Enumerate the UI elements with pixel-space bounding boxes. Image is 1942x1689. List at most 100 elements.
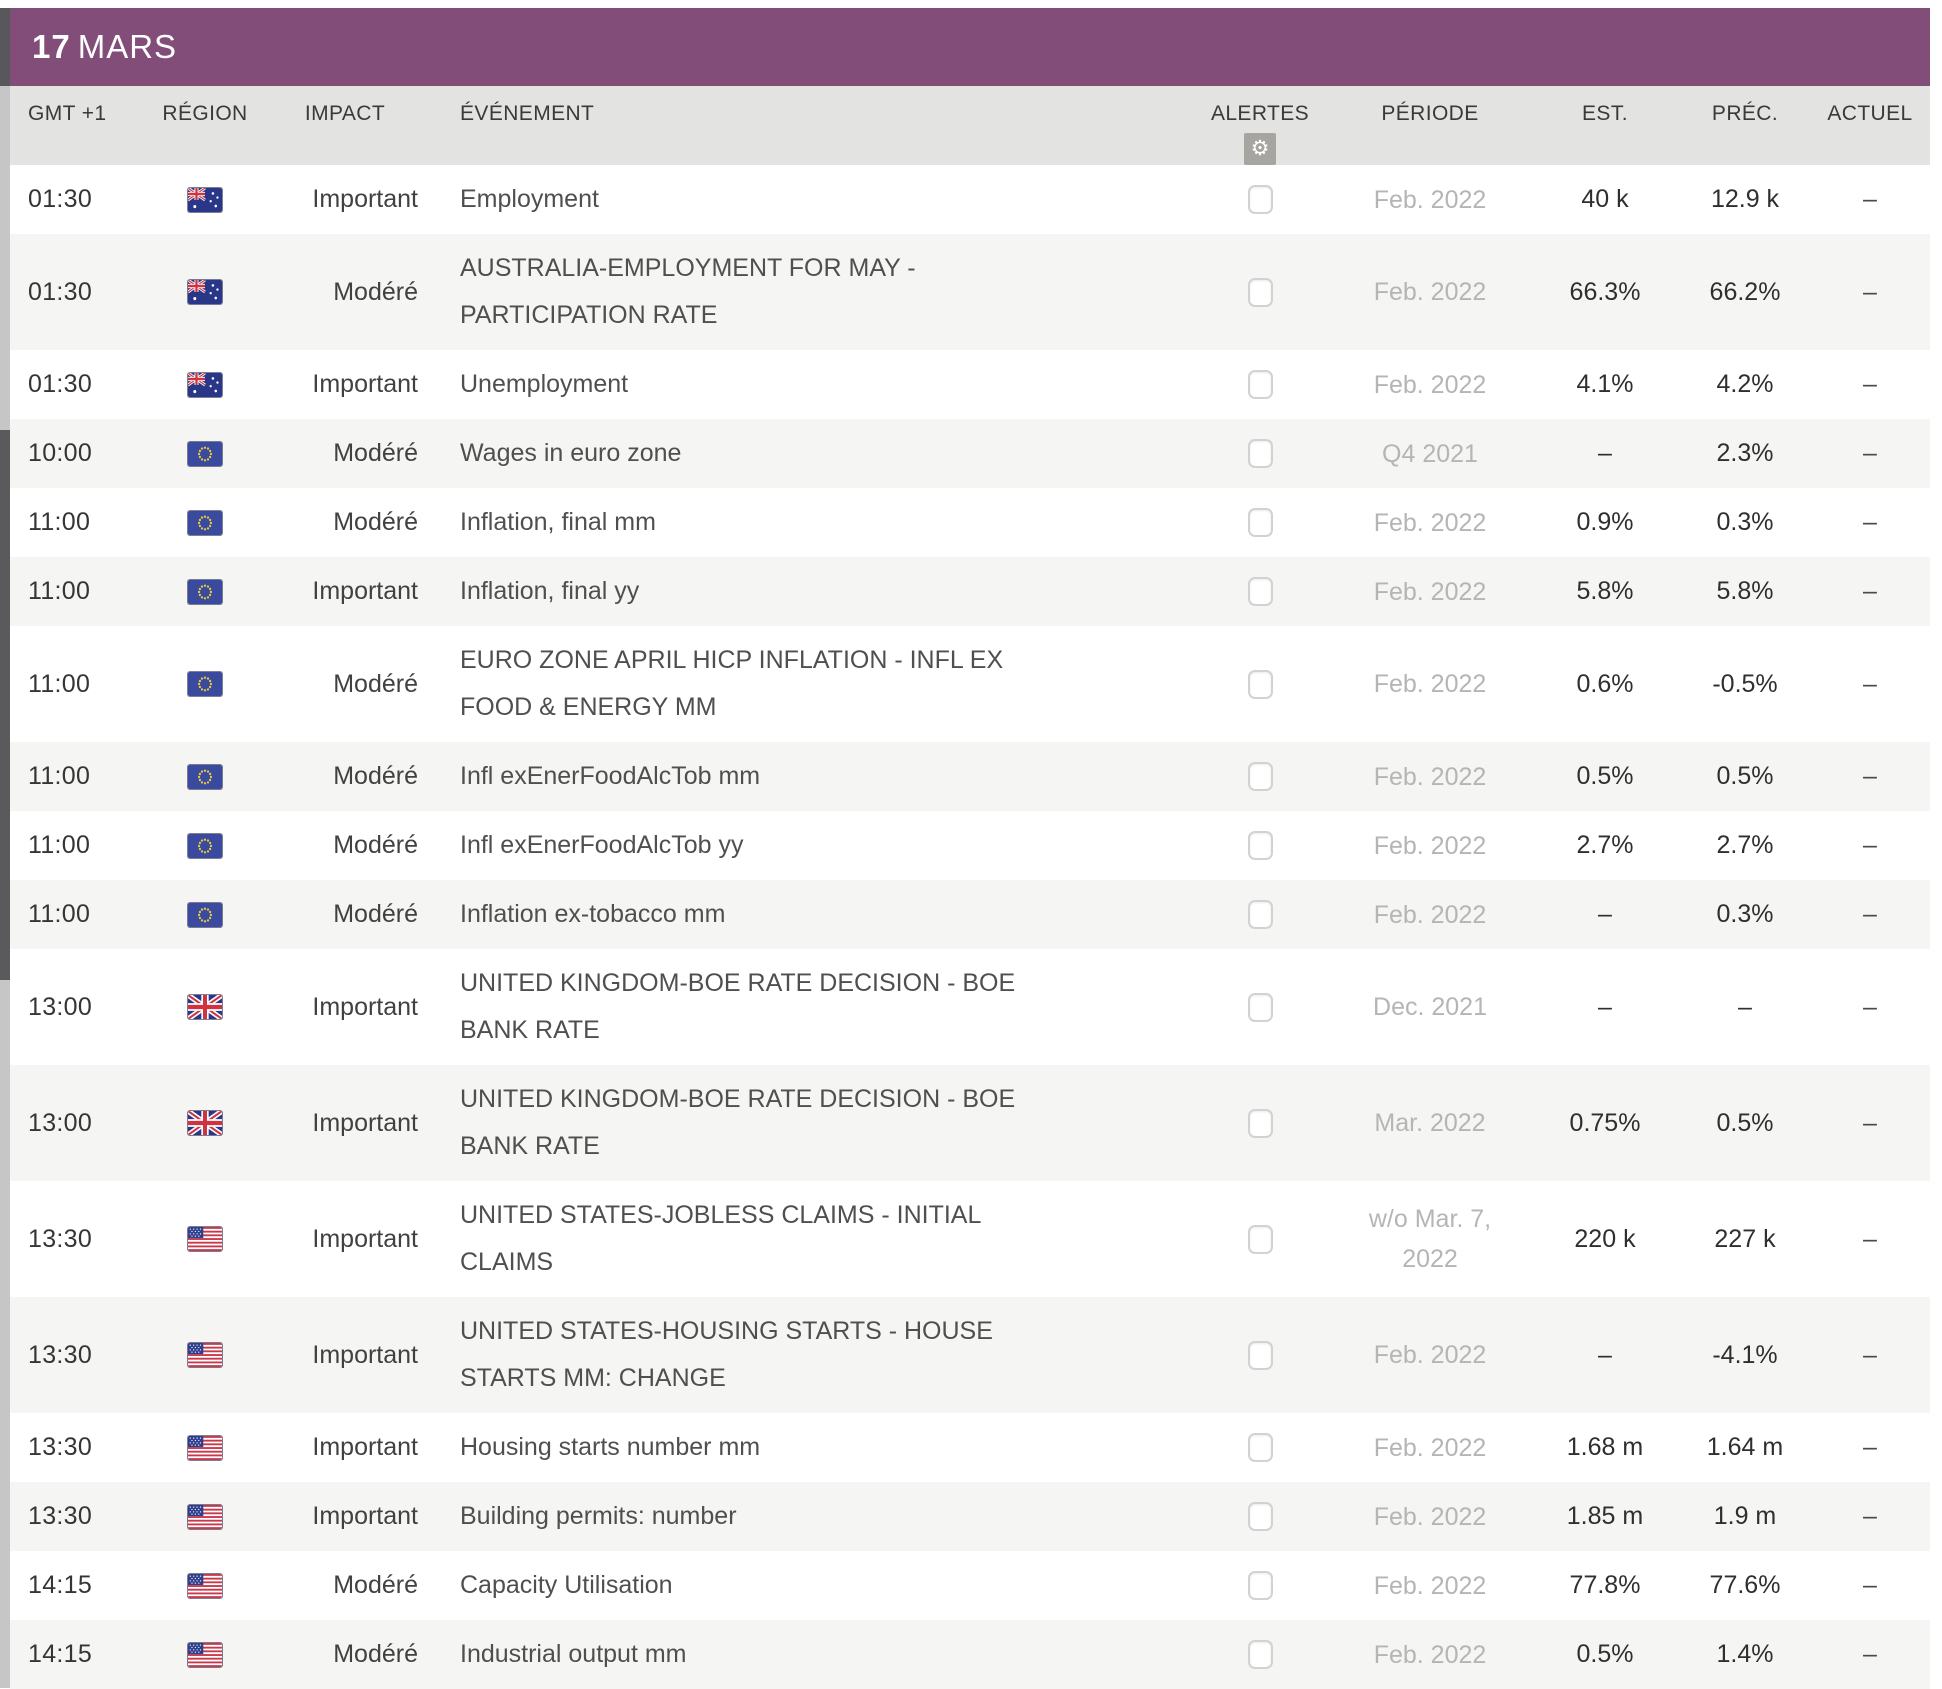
alert-checkbox[interactable] — [1247, 508, 1273, 537]
alert-checkbox[interactable] — [1247, 1340, 1273, 1370]
alert-checkbox[interactable] — [1247, 185, 1273, 214]
event-row[interactable]: 13:30 Important UNITED STATES-HOUSING ST… — [10, 1297, 1930, 1413]
event-title: AUSTRALIA-EMPLOYMENT FOR MAY - PARTICIPA… — [460, 254, 916, 329]
event-previous: 4.2% — [1716, 370, 1774, 398]
alert-checkbox[interactable] — [1247, 900, 1273, 929]
event-row[interactable]: 10:00 Modéré Wages in euro zone Q4 2021 … — [10, 419, 1930, 488]
alert-checkbox[interactable] — [1247, 669, 1273, 699]
event-alert-cell — [1190, 1640, 1330, 1669]
event-time: 13:30 — [28, 1224, 93, 1253]
column-header-period: PÉRIODE — [1381, 102, 1479, 125]
event-time: 01:30 — [28, 370, 93, 398]
event-row[interactable]: 11:00 Modéré Infl exEnerFoodAlcTob yy Fe… — [10, 811, 1930, 880]
alert-checkbox[interactable] — [1247, 370, 1273, 399]
event-time: 11:00 — [28, 762, 91, 790]
alert-checkbox[interactable] — [1247, 1108, 1273, 1138]
event-row[interactable]: 13:00 Important UNITED KINGDOM-BOE RATE … — [10, 949, 1930, 1065]
event-impact: Modéré — [333, 1640, 418, 1668]
event-actual: – — [1863, 1640, 1877, 1668]
event-impact: Important — [312, 992, 418, 1021]
event-previous: -4.1% — [1712, 1340, 1778, 1369]
event-alert-cell — [1190, 185, 1330, 214]
event-alert-cell — [1190, 370, 1330, 399]
alerts-settings-button[interactable]: ⚙ — [1244, 133, 1276, 165]
date-day: 17 — [32, 28, 71, 65]
event-time: 14:15 — [28, 1640, 93, 1668]
alert-checkbox[interactable] — [1247, 277, 1273, 307]
event-row[interactable]: 01:30 Modéré AUSTRALIA-EMPLOYMENT FOR MA… — [10, 234, 1930, 350]
event-region — [150, 764, 260, 789]
event-previous: – — [1738, 992, 1752, 1021]
event-estimate: – — [1598, 992, 1612, 1021]
flag-us-icon — [188, 1227, 222, 1251]
event-time: 11:00 — [28, 900, 91, 928]
event-impact: Modéré — [333, 508, 418, 536]
flag-us-icon — [188, 1573, 222, 1598]
left-scrollbar-track[interactable] — [0, 8, 10, 1688]
event-previous: 12.9 k — [1710, 185, 1780, 213]
event-row[interactable]: 11:00 Modéré EURO ZONE APRIL HICP INFLAT… — [10, 626, 1930, 742]
alert-checkbox[interactable] — [1247, 1433, 1273, 1462]
event-impact: Modéré — [333, 762, 418, 790]
event-actual: – — [1863, 1340, 1877, 1369]
event-period: Feb. 2022 — [1373, 577, 1487, 606]
alert-checkbox[interactable] — [1247, 1502, 1273, 1531]
event-row[interactable]: 11:00 Modéré Infl exEnerFoodAlcTob mm Fe… — [10, 742, 1930, 811]
flag-eu-icon — [188, 902, 222, 927]
event-alert-cell — [1190, 577, 1330, 606]
event-row[interactable]: 13:00 Important UNITED KINGDOM-BOE RATE … — [10, 1065, 1930, 1181]
event-alert-cell — [1190, 277, 1330, 307]
event-row[interactable]: 14:15 Modéré Industrial output mm Feb. 2… — [10, 1620, 1930, 1689]
event-period: Feb. 2022 — [1373, 1571, 1487, 1600]
event-row[interactable]: 11:00 Important Inflation, final yy Feb.… — [10, 557, 1930, 626]
event-estimate: – — [1598, 900, 1612, 928]
event-period: w/o Mar. 7, 2022 — [1368, 1205, 1492, 1273]
event-row[interactable]: 13:30 Important Building permits: number… — [10, 1482, 1930, 1551]
column-header-prev: PRÉC. — [1711, 102, 1779, 125]
event-actual: – — [1863, 185, 1877, 213]
event-period: Feb. 2022 — [1373, 900, 1487, 929]
event-period: Feb. 2022 — [1373, 1341, 1487, 1369]
alert-checkbox[interactable] — [1247, 831, 1273, 860]
event-alert-cell — [1190, 1340, 1330, 1370]
event-row[interactable]: 01:30 Important Employment Feb. 2022 40 … — [10, 165, 1930, 234]
alert-checkbox[interactable] — [1247, 1571, 1273, 1600]
event-actual: – — [1863, 277, 1877, 306]
event-row[interactable]: 01:30 Important Unemployment Feb. 2022 4… — [10, 350, 1930, 419]
event-region — [150, 187, 260, 212]
event-period: Feb. 2022 — [1373, 1640, 1487, 1669]
event-region — [150, 833, 260, 858]
event-row[interactable]: 13:30 Important UNITED STATES-JOBLESS CL… — [10, 1181, 1930, 1297]
column-header-time: GMT +1 — [28, 102, 107, 125]
event-actual: – — [1863, 577, 1877, 605]
event-row[interactable]: 14:15 Modéré Capacity Utilisation Feb. 2… — [10, 1551, 1930, 1620]
event-estimate: 1.85 m — [1566, 1502, 1644, 1530]
event-region — [150, 1642, 260, 1667]
column-header-alerts: ALERTES ⚙ — [1190, 86, 1330, 165]
event-previous: 0.5% — [1716, 762, 1774, 790]
event-region — [150, 510, 260, 535]
alert-checkbox[interactable] — [1247, 762, 1273, 791]
event-previous: -0.5% — [1712, 669, 1778, 698]
alert-checkbox[interactable] — [1247, 439, 1273, 468]
event-period: Dec. 2021 — [1373, 993, 1487, 1021]
event-row[interactable]: 11:00 Modéré Inflation, final mm Feb. 20… — [10, 488, 1930, 557]
event-title: Unemployment — [460, 370, 629, 398]
event-actual: – — [1863, 900, 1877, 928]
alert-checkbox[interactable] — [1247, 1640, 1273, 1669]
left-scrollbar-thumb[interactable] — [0, 430, 10, 980]
event-time: 11:00 — [28, 669, 91, 698]
event-actual: – — [1863, 439, 1877, 467]
event-region — [150, 1504, 260, 1529]
event-row[interactable]: 11:00 Modéré Inflation ex-tobacco mm Feb… — [10, 880, 1930, 949]
alert-checkbox[interactable] — [1247, 1224, 1273, 1254]
event-previous: 227 k — [1714, 1224, 1776, 1253]
alert-checkbox[interactable] — [1247, 992, 1273, 1022]
event-row[interactable]: 13:30 Important Housing starts number mm… — [10, 1413, 1930, 1482]
event-previous: 2.7% — [1716, 831, 1774, 859]
column-header-region: RÉGION — [162, 102, 248, 125]
alert-checkbox[interactable] — [1247, 577, 1273, 606]
event-alert-cell — [1190, 439, 1330, 468]
event-region — [150, 579, 260, 604]
event-previous: 77.6% — [1709, 1571, 1781, 1599]
